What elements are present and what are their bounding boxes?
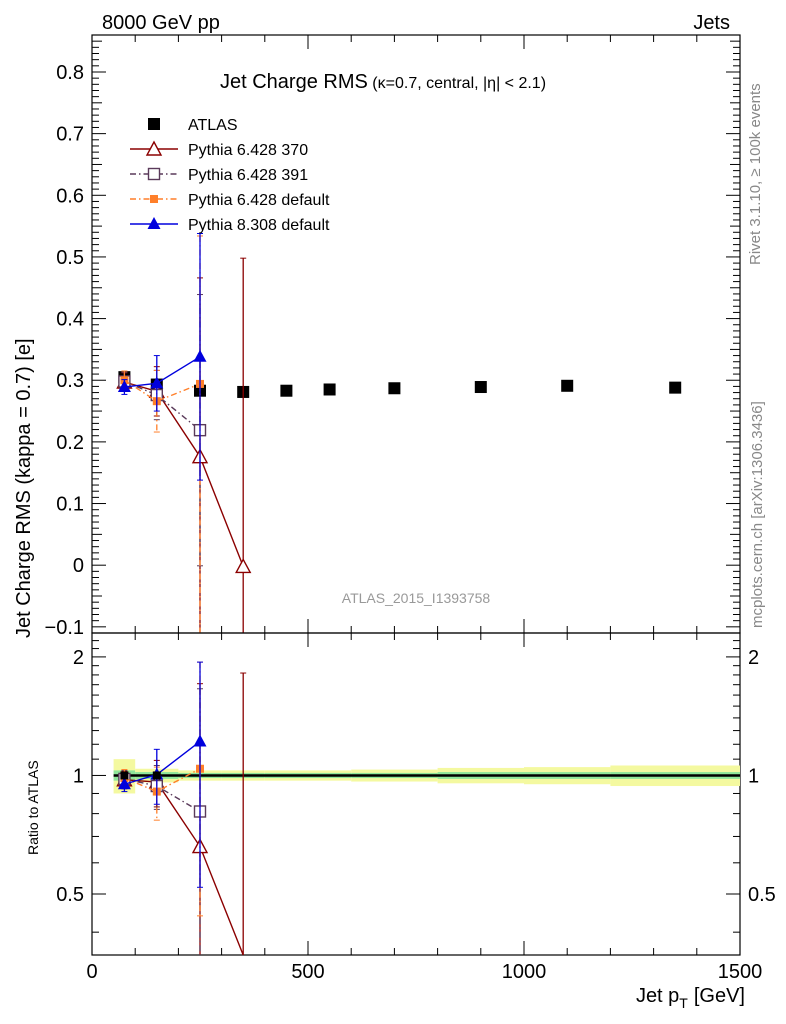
series-4-ratio-marker: [193, 734, 207, 747]
ratio-tick-label-right: 2: [748, 647, 759, 669]
legend-marker: [150, 195, 158, 203]
series-4-marker: [150, 376, 164, 389]
legend-label: Pythia 6.428 391: [188, 167, 308, 184]
atlas-data-point: [561, 379, 574, 392]
y-tick-label: −0.1: [45, 617, 84, 639]
series-3-ratio-line: [124, 768, 201, 793]
legend-marker: [148, 118, 160, 130]
series-2-line: [124, 380, 201, 431]
series-1-line: [124, 381, 244, 567]
chart-title-sub: (κ=0.7, central, |η| < 2.1): [372, 75, 546, 92]
x-tick-label: 500: [291, 961, 324, 983]
ratio-tick-label: 1: [73, 765, 84, 787]
main-plot-area: −0.1 0 0.1 0.2 0.3 0.4 0.5 0.6 0.7 0.8: [45, 34, 741, 639]
series-4-ratio-marker: [117, 777, 131, 790]
x-axis-title-sub: T: [679, 995, 688, 1011]
rivet-version-label: Rivet 3.1.10, ≥ 100k events: [747, 83, 764, 265]
x-axis-title-main: Jet p: [636, 985, 679, 1007]
ratio-y-axis-title: Ratio to ATLAS: [25, 760, 41, 855]
ratio-tick-label-right: 0.5: [748, 884, 776, 906]
atlas-ratio-point: [152, 771, 161, 780]
chart-title-main: Jet Charge RMS: [220, 71, 368, 93]
legend-marker: [147, 217, 161, 229]
ratio-tick-label-right: 1: [748, 765, 759, 787]
y-axis-title: Jet Charge RMS (kappa = 0.7) [e]: [13, 338, 35, 638]
legend: ATLAS Pythia 6.428 370 Pythia 6.428 391 Pyt…: [130, 117, 330, 234]
ratio-tick-label: 2: [73, 647, 84, 669]
atlas-data-point: [474, 381, 487, 394]
atlas-data-point: [280, 384, 293, 397]
ratio-frame: [91, 632, 741, 956]
atlas-data-point: [323, 383, 336, 396]
header-right-label: Jets: [693, 12, 730, 34]
y-tick-label: 0.7: [56, 124, 84, 146]
x-axis-title: Jet pT [GeV]: [636, 985, 745, 1011]
x-tick-label: 0: [86, 961, 97, 983]
legend-marker: [147, 167, 161, 181]
y-tick-label: 0.5: [56, 247, 84, 269]
y-tick-label: 0.8: [56, 62, 84, 84]
legend-label: ATLAS: [188, 117, 238, 134]
series-4-marker: [193, 349, 207, 362]
ratio-plot-area: 0 500 1000 1500 0.5 0.5 1 1 2 2: [56, 632, 776, 983]
y-tick-label: 0: [73, 555, 84, 577]
analysis-watermark: ATLAS_2015_I1393758: [342, 590, 491, 606]
atlas-data-point: [669, 381, 682, 394]
y-tick-label: 0.4: [56, 309, 84, 331]
series-4-marker: [117, 380, 131, 393]
x-axis-title-unit: [GeV]: [694, 985, 745, 1007]
chart-title: Jet Charge RMS (κ=0.7, central, |η| < 2.…: [220, 71, 546, 93]
series-3-line: [124, 379, 201, 402]
legend-label: Pythia 6.428 370: [188, 142, 308, 159]
x-tick-label: 1500: [718, 961, 763, 983]
y-tick-label: 0.1: [56, 494, 84, 516]
y-tick-label: 0.3: [56, 370, 84, 392]
ratio-tick-label: 0.5: [56, 884, 84, 906]
y-tick-label: 0.6: [56, 185, 84, 207]
x-tick-label: 1000: [502, 961, 547, 983]
header-left-label: 8000 GeV pp: [102, 12, 220, 34]
legend-label: Pythia 8.308 default: [188, 217, 330, 234]
legend-marker: [145, 140, 163, 156]
series-1-marker: [235, 557, 252, 574]
y-tick-label: 0.2: [56, 432, 84, 454]
atlas-data-point: [388, 382, 401, 395]
legend-label: Pythia 6.428 default: [188, 192, 330, 209]
series-1-ratio-line: [124, 779, 244, 956]
mcplots-label: mcplots.cern.ch [arXiv:1306.3436]: [749, 401, 766, 628]
atlas-ratio-point: [120, 771, 129, 780]
